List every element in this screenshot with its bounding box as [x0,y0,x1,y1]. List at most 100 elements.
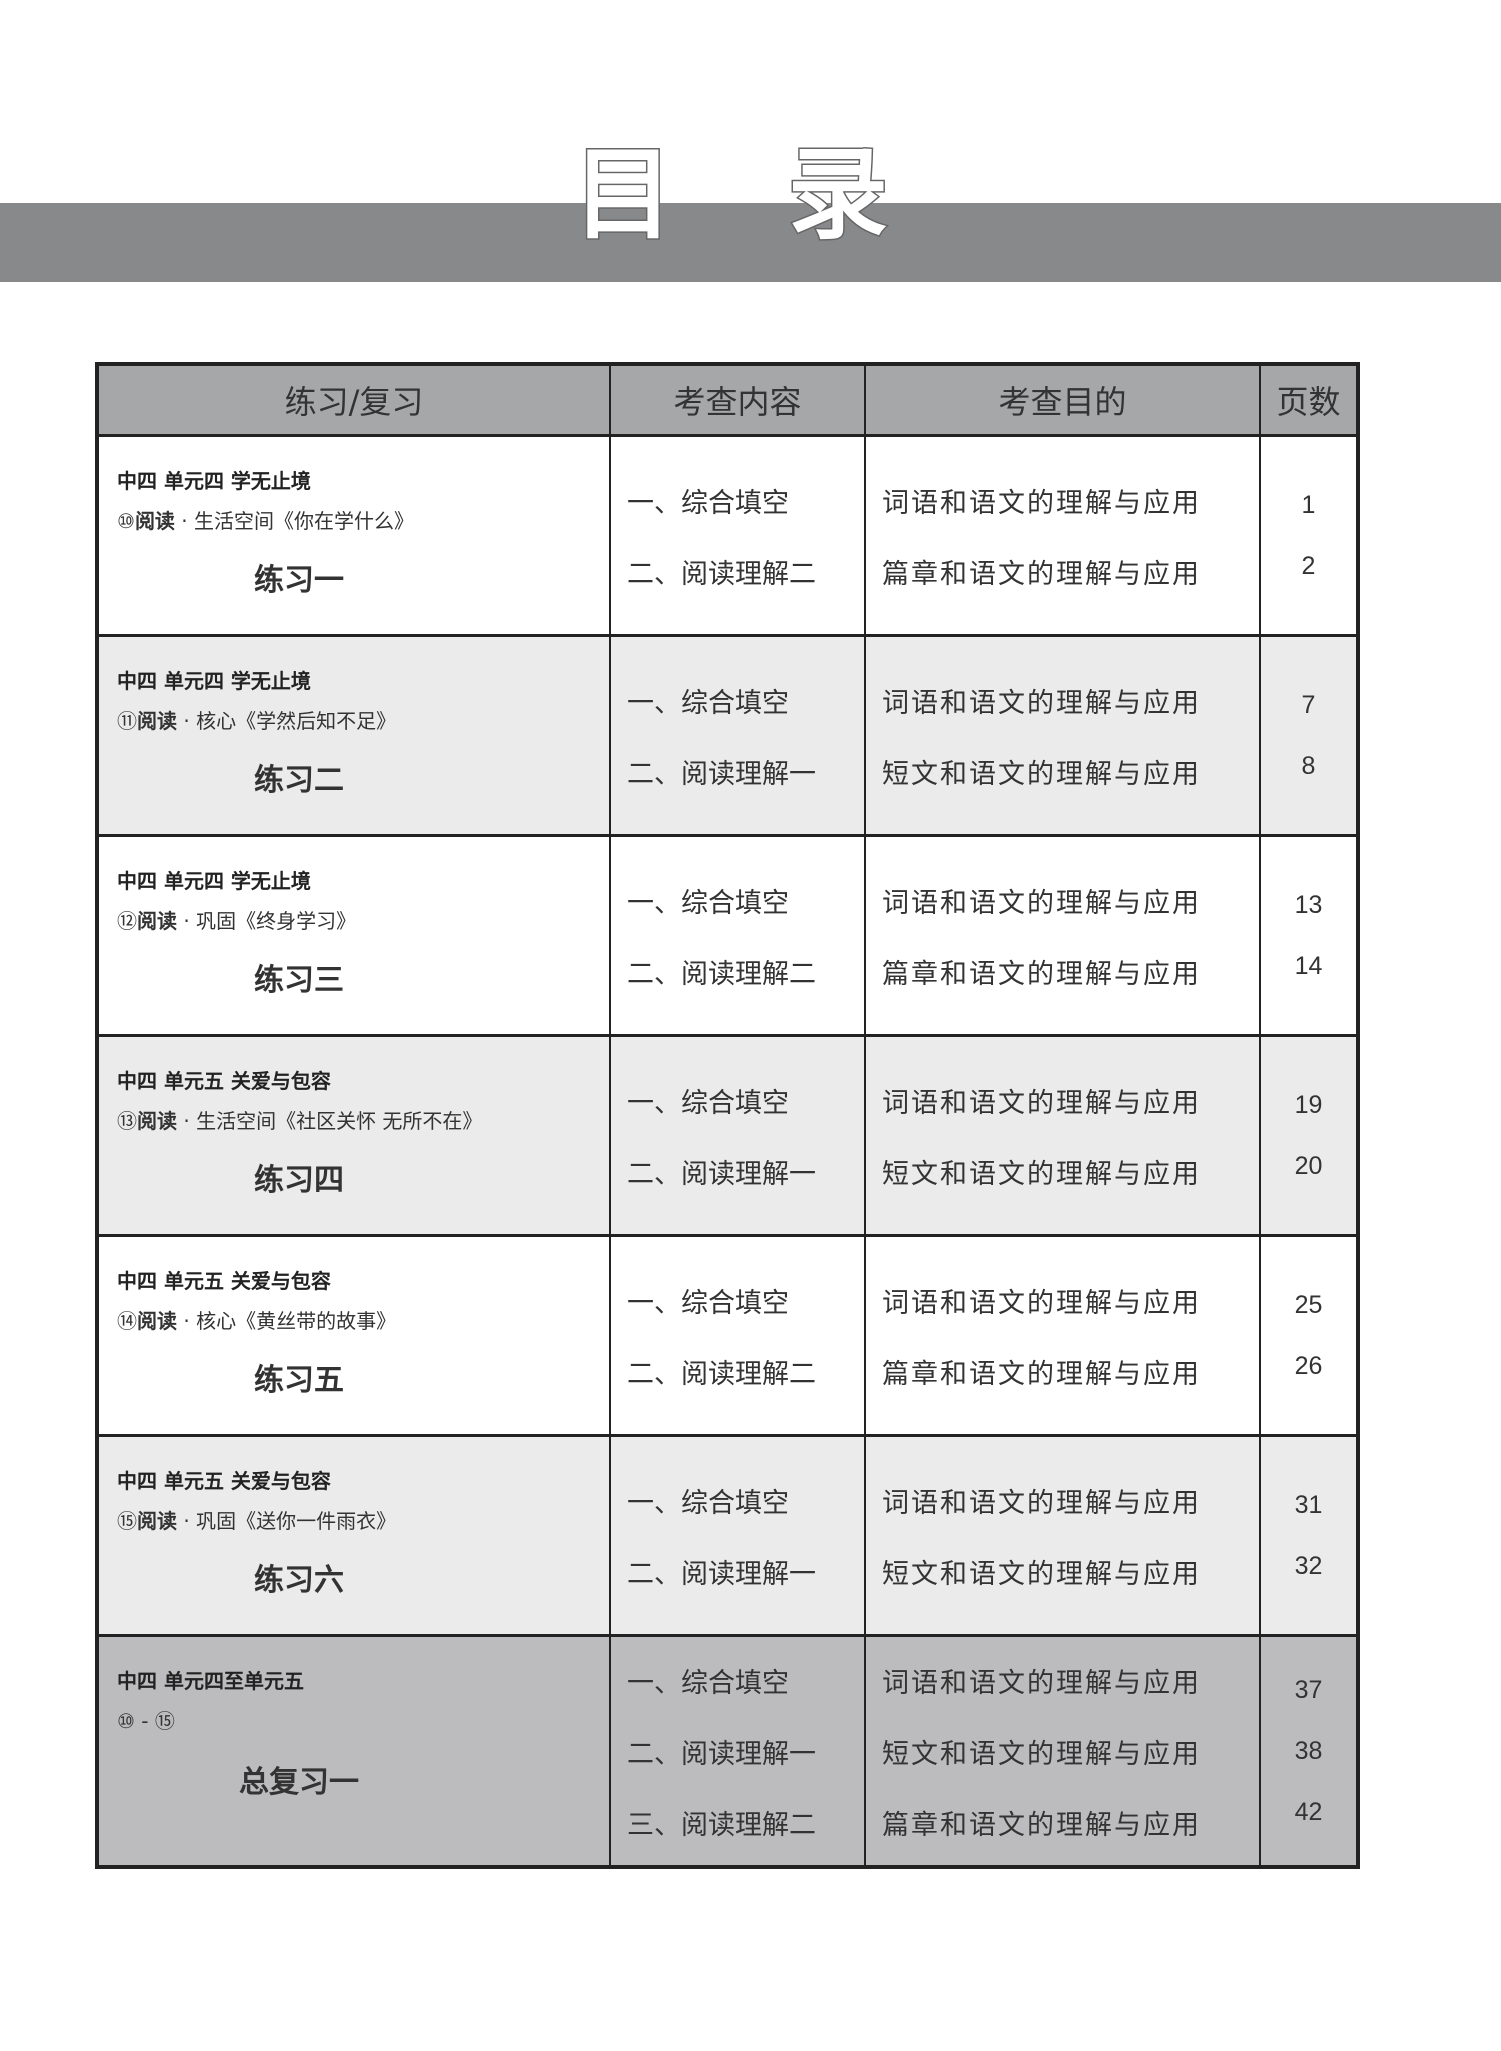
content-item: 二、阅读理解一 [627,1558,816,1590]
content-item: 三、阅读理解二 [627,1809,816,1841]
content-item: 一、综合填空 [627,1087,789,1119]
lesson-label: ⑮阅读 · 巩固《送你一件雨衣》 [117,1505,396,1534]
lesson-number: ⑩ - ⑮ [117,1709,175,1733]
header-content: 考查内容 [609,366,864,434]
table-row: 中四 单元四 学无止境 ⑪阅读 · 核心《学然后知不足》 练习二 一、综合填空 二、… [99,634,1356,834]
page-title: 目 录 [572,136,928,253]
goal-item: 短文和语文的理解与应用 [882,1558,1201,1590]
lesson-label: ⑭阅读 · 核心《黄丝带的故事》 [117,1305,396,1334]
reading-label: 阅读 [137,1309,177,1333]
content-cell: 一、综合填空 二、阅读理解一 三、阅读理解二 [609,1637,864,1865]
table-row: 中四 单元四至单元五 ⑩ - ⑮ 总复习一 一、综合填空 二、阅读理解一 三、阅读理解… [99,1634,1356,1865]
unit-label: 中四 单元五 关爱与包容 [117,1069,331,1093]
unit-label: 中四 单元四 学无止境 [117,669,311,693]
goal-cell: 词语和语文的理解与应用 短文和语文的理解与应用 [864,637,1259,834]
table-row: 中四 单元五 关爱与包容 ⑬阅读 · 生活空间《社区关怀 无所不在》 练习四 一、… [99,1034,1356,1234]
lesson-title: · 核心《学然后知不足》 [177,709,397,733]
content-cell: 一、综合填空 二、阅读理解二 [609,837,864,1034]
goal-cell: 词语和语文的理解与应用 短文和语文的理解与应用 篇章和语文的理解与应用 [864,1637,1259,1865]
unit-label: 中四 单元四至单元五 [117,1669,304,1693]
page-item[interactable]: 42 [1294,1797,1323,1826]
page-item[interactable]: 37 [1294,1675,1323,1704]
content-item: 一、综合填空 [627,1487,789,1519]
content-item: 二、阅读理解二 [627,958,816,990]
content-item: 一、综合填空 [627,887,789,919]
goal-cell: 词语和语文的理解与应用 短文和语文的理解与应用 [864,1437,1259,1634]
table-row: 中四 单元四 学无止境 ⑫阅读 · 巩固《终身学习》 练习三 一、综合填空 二、阅读… [99,834,1356,1034]
reading-label: 阅读 [137,909,177,933]
page-cell: 13 14 [1259,837,1356,1034]
exercise-cell: 中四 单元四 学无止境 ⑫阅读 · 巩固《终身学习》 练习三 [99,837,609,1034]
goal-cell: 词语和语文的理解与应用 篇章和语文的理解与应用 [864,437,1259,634]
content-cell: 一、综合填空 二、阅读理解一 [609,1037,864,1234]
page-cell: 25 26 [1259,1237,1356,1434]
goal-cell: 词语和语文的理解与应用 短文和语文的理解与应用 [864,1037,1259,1234]
exercise-name[interactable]: 练习二 [254,763,344,798]
page-item[interactable]: 32 [1294,1551,1323,1580]
page-item[interactable]: 25 [1294,1290,1323,1319]
page-item[interactable]: 1 [1301,490,1316,519]
page-item[interactable]: 20 [1294,1151,1323,1180]
reading-label: 阅读 [137,1109,177,1133]
goal-item: 篇章和语文的理解与应用 [882,958,1201,990]
content-item: 一、综合填空 [627,1287,789,1319]
lesson-title: · 生活空间《社区关怀 无所不在》 [177,1109,483,1133]
exercise-cell: 中四 单元五 关爱与包容 ⑭阅读 · 核心《黄丝带的故事》 练习五 [99,1237,609,1434]
page-item[interactable]: 7 [1301,690,1316,719]
goal-item: 词语和语文的理解与应用 [882,487,1201,519]
unit-label: 中四 单元四 学无止境 [117,869,311,893]
lesson-title: · 巩固《终身学习》 [177,909,357,933]
page-item[interactable]: 38 [1294,1736,1323,1765]
lesson-label: ⑪阅读 · 核心《学然后知不足》 [117,705,396,734]
lesson-number: ⑬ [117,1109,137,1133]
table-row: 中四 单元五 关爱与包容 ⑭阅读 · 核心《黄丝带的故事》 练习五 一、综合填空二… [99,1234,1356,1434]
goal-item: 词语和语文的理解与应用 [882,1487,1201,1519]
lesson-number: ⑫ [117,909,137,933]
content-item: 二、阅读理解一 [627,1158,816,1190]
page-item[interactable]: 19 [1294,1090,1323,1119]
page-item[interactable]: 8 [1301,751,1316,780]
lesson-number: ⑪ [117,709,137,733]
header-goal: 考查目的 [864,366,1259,434]
lesson-title: · 生活空间《你在学什么》 [174,509,415,533]
exercise-name[interactable]: 练习一 [254,563,344,598]
exercise-name[interactable]: 练习六 [254,1563,344,1598]
page-item[interactable]: 13 [1294,890,1323,919]
content-item: 一、综合填空 [627,487,789,519]
contents-table: 练习/复习 考查内容 考查目的 页数 中四 单元四 学无止境 ⑩阅读 · 生活空… [95,362,1360,1869]
page-cell: 31 32 [1259,1437,1356,1634]
header-pages: 页数 [1259,366,1356,434]
content-item: 二、阅读理解一 [627,1738,816,1770]
lesson-title: · 核心《黄丝带的故事》 [177,1309,397,1333]
goal-item: 词语和语文的理解与应用 [882,1287,1201,1319]
page-item[interactable]: 31 [1294,1490,1323,1519]
content-item: 二、阅读理解二 [627,558,816,590]
page-item[interactable]: 14 [1294,951,1323,980]
reading-label: 阅读 [137,1509,177,1533]
exercise-name[interactable]: 练习五 [254,1363,344,1398]
lesson-number: ⑮ [117,1509,137,1533]
exercise-name[interactable]: 总复习一 [239,1765,359,1800]
title-banner [0,203,1501,282]
unit-label: 中四 单元五 关爱与包容 [117,1469,331,1493]
content-item: 一、综合填空 [627,687,789,719]
page-item[interactable]: 26 [1294,1351,1323,1380]
lesson-label: ⑩ - ⑮ [117,1705,175,1734]
content-item: 二、阅读理解二 [627,1358,816,1390]
exercise-name[interactable]: 练习三 [254,963,344,998]
exercise-cell: 中四 单元四至单元五 ⑩ - ⑮ 总复习一 [99,1637,609,1865]
goal-item: 词语和语文的理解与应用 [882,1087,1201,1119]
goal-item: 词语和语文的理解与应用 [882,887,1201,919]
goal-item: 篇章和语文的理解与应用 [882,558,1201,590]
content-item: 一、综合填空 [627,1667,789,1699]
page-item[interactable]: 2 [1301,551,1316,580]
exercise-name[interactable]: 练习四 [254,1163,344,1198]
exercise-cell: 中四 单元四 学无止境 ⑪阅读 · 核心《学然后知不足》 练习二 [99,637,609,834]
goal-item: 篇章和语文的理解与应用 [882,1809,1201,1841]
goal-item: 短文和语文的理解与应用 [882,1738,1201,1770]
goal-item: 短文和语文的理解与应用 [882,1158,1201,1190]
goal-item: 词语和语文的理解与应用 [882,687,1201,719]
exercise-cell: 中四 单元五 关爱与包容 ⑮阅读 · 巩固《送你一件雨衣》 练习六 [99,1437,609,1634]
